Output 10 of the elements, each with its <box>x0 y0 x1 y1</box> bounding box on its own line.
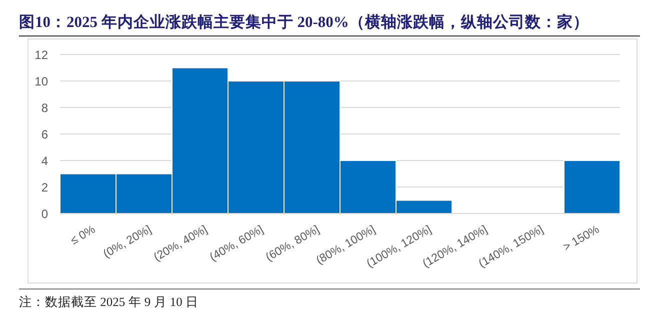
x-tick-label: ≤ 0% <box>68 224 98 248</box>
y-tick-label: 4 <box>41 154 48 168</box>
y-tick-label: 6 <box>41 128 48 142</box>
y-tick-label: 12 <box>34 48 48 62</box>
y-tick-label: 8 <box>41 101 48 115</box>
y-tick-label: 10 <box>34 74 48 88</box>
title: 图10：2025 年内企业涨跌幅主要集中于 20-80%（横轴涨跌幅，纵轴公司数：家） <box>19 14 589 31</box>
y-tick-label: 0 <box>41 207 48 221</box>
y-tick-label: 2 <box>41 180 48 194</box>
text: 注：数据截至 2025 年 9 月 10 日 <box>19 295 198 309</box>
